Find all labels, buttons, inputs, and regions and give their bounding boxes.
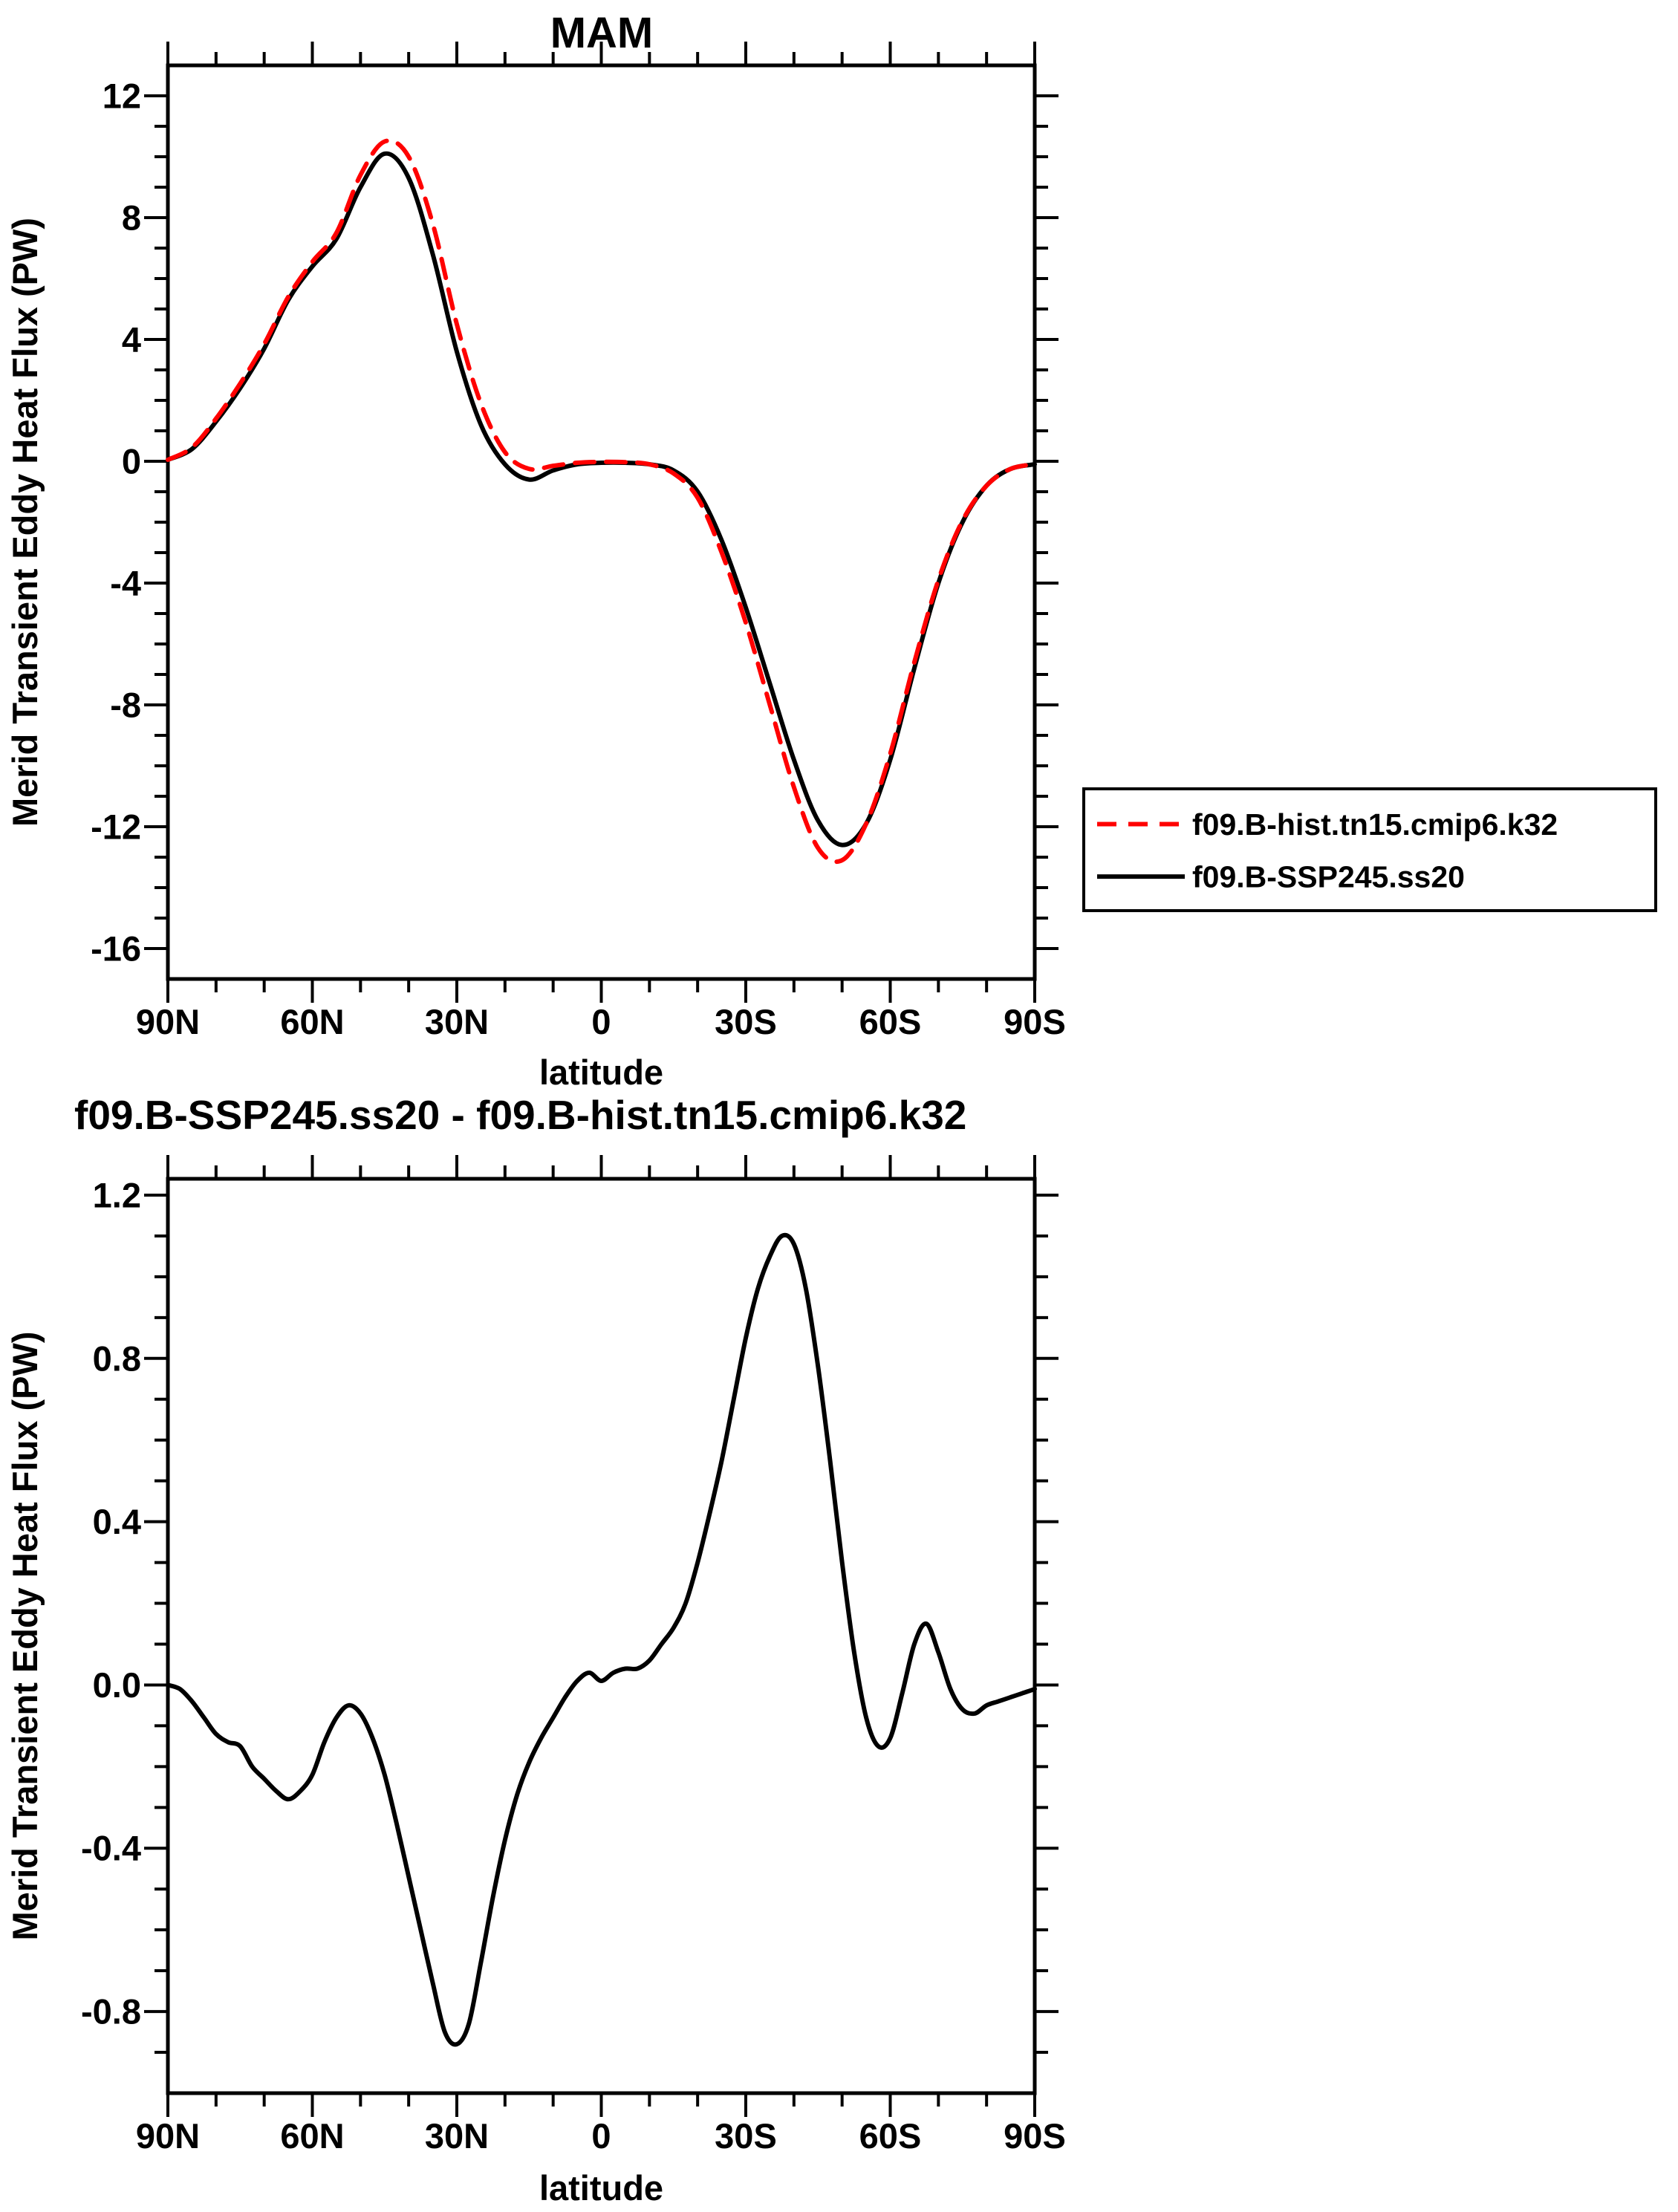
y-tick-label: 12 bbox=[103, 76, 141, 115]
y-tick-label: -0.8 bbox=[81, 1992, 141, 2032]
x-tick-label: 90N bbox=[136, 2116, 200, 2156]
y-tick-label: 8 bbox=[122, 198, 141, 237]
top-chart-figure: 90N 60N 30N 0 30S 60S 90S -16 -12 -8 -4 0 4 8 12 MAM lat… bbox=[0, 0, 1678, 1092]
x-axis-label: latitude bbox=[539, 2168, 663, 2208]
x-tick-label: 90S bbox=[1004, 1002, 1066, 1041]
legend-entry-label: f09.B-SSP245.ss20 bbox=[1192, 859, 1465, 894]
y-tick-label: 0 bbox=[122, 441, 141, 481]
legend-entry-label: f09.B-hist.tn15.cmip6.k32 bbox=[1192, 807, 1558, 842]
x-tick-label: 30S bbox=[715, 1002, 777, 1041]
x-tick-label: 0 bbox=[591, 1002, 611, 1041]
x-tick-label: 30N bbox=[425, 1002, 489, 1041]
x-tick-label: 90N bbox=[136, 1002, 200, 1041]
bottom-chart-figure: 90N 60N 30N 0 30S 60S 90S -0.8 -0.4 0.0 0.4 0.8 1.2 f… bbox=[0, 1092, 1678, 2212]
x-tick-label: 30N bbox=[425, 2116, 489, 2156]
x-tick-label: 30S bbox=[715, 2116, 777, 2156]
x-axis-label: latitude bbox=[539, 1053, 663, 1092]
x-tick-label: 60S bbox=[859, 2116, 922, 2156]
y-tick-label: -0.4 bbox=[81, 1829, 141, 1868]
series-line-f09.B-hist.tn15.cmip6.k32 bbox=[166, 138, 1037, 865]
x-tick-label: 0 bbox=[591, 2116, 611, 2156]
y-axis-label: Merid Transient Eddy Heat Flux (PW) bbox=[5, 218, 45, 827]
y-tick-label: -12 bbox=[91, 807, 141, 846]
x-tick-label: 60N bbox=[280, 1002, 344, 1041]
series-line-f09.B-SSP245.ss20 - f09.B-hist.tn15.cmip6.k32 bbox=[166, 1232, 1037, 2047]
x-tick-label: 60N bbox=[280, 2116, 344, 2156]
y-tick-label: 0.8 bbox=[93, 1338, 141, 1378]
y-tick-label: 0.0 bbox=[93, 1665, 141, 1705]
bottom-chart-svg: 90N 60N 30N 0 30S 60S 90S -0.8 -0.4 0.0 0.4 0.8 1.2 f… bbox=[5, 1092, 1066, 2208]
y-tick-label: 4 bbox=[122, 319, 141, 359]
x-tick-label: 60S bbox=[859, 1002, 922, 1041]
y-tick-label: -16 bbox=[91, 928, 141, 968]
chart-root: 90N 60N 30N 0 30S 60S 90S -0.8 -0.4 0.0 0.4 0.8 1.2 f… bbox=[5, 1092, 1066, 2208]
y-tick-label: 0.4 bbox=[93, 1502, 141, 1541]
chart-title: f09.B-SSP245.ss20 - f09.B-hist.tn15.cmip… bbox=[74, 1092, 966, 1138]
y-tick-label: -8 bbox=[110, 685, 141, 724]
plot-box bbox=[166, 1177, 1037, 2095]
top-chart-svg: 90N 60N 30N 0 30S 60S 90S -16 -12 -8 -4 0 4 8 12 MAM lat… bbox=[5, 9, 1657, 1092]
chart-root: 90N 60N 30N 0 30S 60S 90S -16 -12 -8 -4 0 4 8 12 MAM lat… bbox=[5, 9, 1657, 1092]
series-line-f09.B-SSP245.ss20 bbox=[166, 151, 1037, 848]
legend-box bbox=[1082, 787, 1657, 912]
plot-box bbox=[166, 63, 1037, 981]
y-tick-label: -4 bbox=[110, 563, 141, 602]
y-tick-label: 1.2 bbox=[93, 1175, 141, 1214]
x-tick-label: 90S bbox=[1004, 2116, 1066, 2156]
y-axis-label: Merid Transient Eddy Heat Flux (PW) bbox=[5, 1332, 45, 1941]
chart-title: MAM bbox=[550, 9, 654, 57]
